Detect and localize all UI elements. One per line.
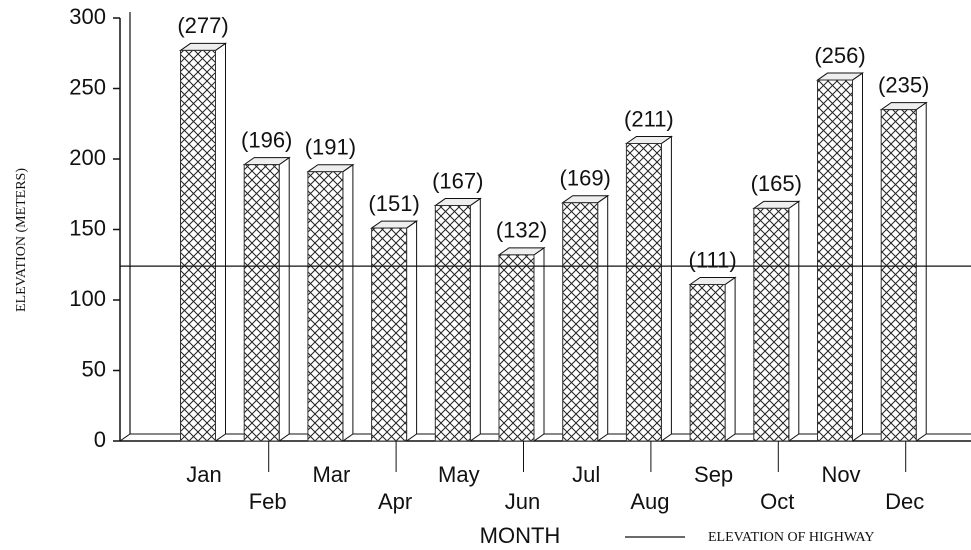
- x-tick-label: Nov: [821, 462, 860, 487]
- bar: [562, 202, 599, 442]
- bar: [817, 79, 853, 442]
- bar-side: [724, 276, 736, 442]
- x-tick-label: Oct: [760, 489, 794, 514]
- x-tick-label: Jul: [572, 462, 600, 487]
- legend-label: ELEVATION OF HIGHWAY: [708, 530, 874, 545]
- x-tick-label: Jun: [505, 489, 540, 514]
- data-label: (111): [689, 247, 737, 272]
- data-label: (169): [560, 166, 611, 191]
- data-label: (151): [368, 191, 419, 216]
- data-label: (256): [814, 43, 865, 68]
- data-label: (277): [177, 13, 228, 38]
- x-tick-label: Aug: [630, 489, 669, 514]
- data-label: (196): [241, 127, 292, 152]
- x-tick-label: Jan: [186, 462, 221, 487]
- bar: [880, 109, 917, 442]
- bar: [243, 164, 280, 442]
- bar-side: [788, 200, 800, 442]
- bar-side: [278, 156, 290, 442]
- y-axis-title: ELEVATION (METERS): [14, 168, 29, 312]
- bar-side: [597, 194, 609, 442]
- bar: [498, 254, 535, 442]
- data-label: (191): [305, 135, 356, 160]
- y-tick-label: 0: [94, 427, 106, 452]
- data-label: (211): [624, 106, 674, 131]
- data-label: (132): [496, 218, 547, 243]
- data-label: (235): [878, 72, 929, 97]
- x-axis-title: MONTH: [480, 523, 561, 548]
- bar-side: [342, 163, 354, 442]
- bar: [625, 142, 662, 442]
- y-tick-label: 50: [82, 356, 106, 381]
- bar: [689, 283, 726, 442]
- x-tick-label: Sep: [694, 462, 733, 487]
- x-tick-label: Mar: [312, 462, 350, 487]
- y-tick-label: 100: [69, 286, 106, 311]
- y-tick-label: 150: [69, 215, 106, 240]
- bar-side: [660, 135, 672, 442]
- x-tick-label: May: [438, 462, 480, 487]
- floor-edge: [119, 433, 131, 442]
- bar-side: [469, 197, 481, 442]
- data-label: (165): [751, 171, 802, 196]
- bar: [180, 49, 216, 442]
- y-tick-label: 200: [69, 145, 106, 170]
- y-tick-label: 300: [69, 4, 106, 29]
- bar-side: [852, 72, 863, 442]
- bar: [753, 207, 790, 442]
- x-tick-label: Dec: [885, 489, 924, 514]
- x-tick-label: Feb: [249, 489, 287, 514]
- y-tick-label: 250: [69, 74, 106, 99]
- bar-side: [406, 220, 418, 442]
- bar-side: [533, 246, 545, 442]
- bar: [371, 227, 408, 442]
- bar: [434, 205, 471, 442]
- bar-side: [215, 42, 226, 442]
- data-label: (167): [432, 168, 483, 193]
- x-tick-label: Apr: [378, 489, 412, 514]
- bar: [307, 171, 344, 442]
- bar-side: [915, 101, 927, 442]
